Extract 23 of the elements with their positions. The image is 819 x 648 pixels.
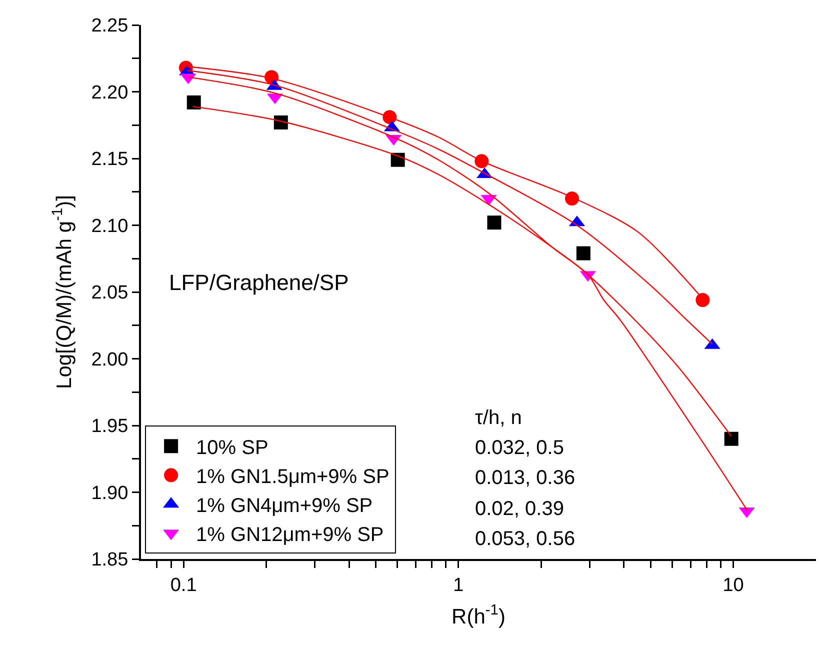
annotation: τ/h, n (475, 407, 522, 429)
y-tick-label: 2.00 (91, 349, 128, 370)
y-tick-label: 2.25 (91, 16, 128, 37)
y-tick-label: 1.90 (91, 482, 128, 504)
y-tick-label: 2.10 (91, 216, 128, 237)
legend-label: 1% GN12μm+9% SP (196, 524, 384, 546)
annotation: 0.032, 0.5 (475, 437, 564, 459)
y-tick-label: 2.15 (91, 149, 128, 170)
legend-label: 10% SP (196, 436, 268, 459)
x-tick-label: 1 (453, 574, 464, 596)
y-tick-label: 1.85 (91, 550, 128, 571)
legend-label: 1% GN1.5μm+9% SP (196, 466, 390, 488)
y-tick-label: 2.05 (91, 282, 128, 304)
x-axis-title: R(h$^{-1}$) (452, 602, 506, 628)
x-tick-label: 0.1 (170, 574, 197, 596)
legend-label: 1% GN4μm+9% SP (196, 494, 373, 517)
annotation: 0.02, 0.39 (475, 498, 564, 520)
y-tick-label: 1.95 (91, 416, 128, 438)
annotation: LFP/Graphene/SP (169, 270, 349, 295)
annotation: 0.013, 0.36 (475, 467, 576, 489)
y-tick-label: 2.20 (91, 82, 128, 104)
x-tick-label: 10 (722, 574, 744, 596)
annotation: 0.053, 0.56 (475, 528, 576, 550)
